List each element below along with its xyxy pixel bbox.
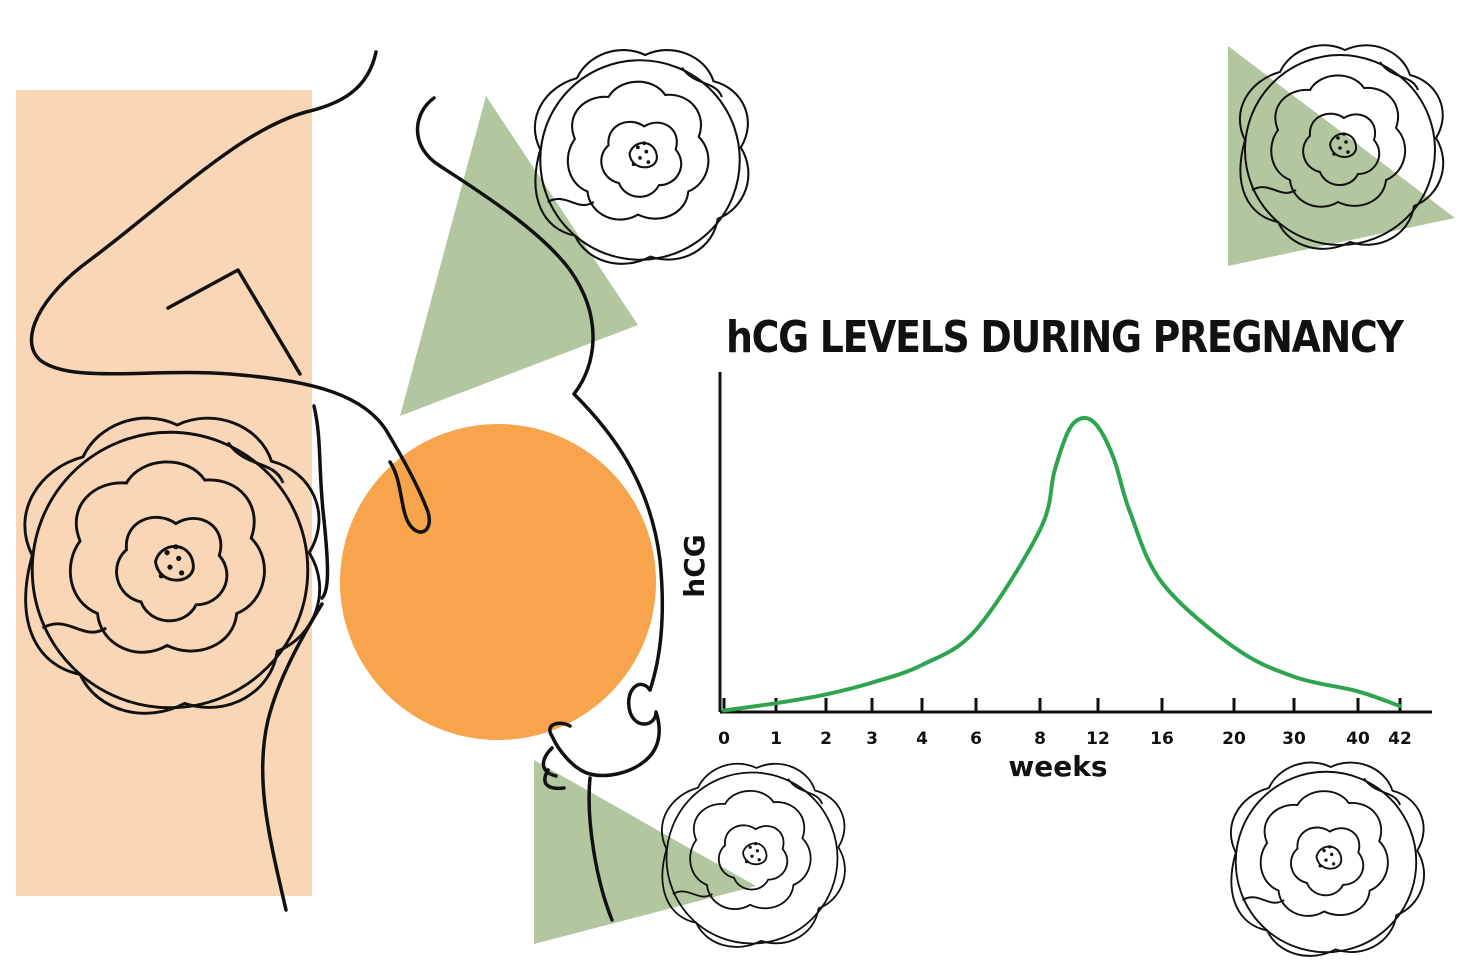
x-tick-label: 20: [1222, 729, 1246, 749]
x-tick-label: 3: [866, 729, 878, 749]
peony-flower-icon: [1229, 761, 1426, 957]
chart-title: hCG LEVELS DURING PREGNANCY: [726, 312, 1404, 363]
x-tick-label: 1: [770, 729, 782, 749]
orange-circle: [340, 424, 656, 740]
x-tick-label: 16: [1150, 729, 1174, 749]
pregnant-woman-line-art: [29, 50, 665, 922]
y-axis-label: hCG: [678, 534, 711, 597]
x-axis-label: weeks: [1008, 750, 1107, 783]
peach-panel: [16, 90, 312, 896]
x-tick-label: 12: [1086, 729, 1110, 749]
peony-flower-icon: [661, 762, 846, 948]
x-tick-label: 6: [970, 729, 982, 749]
hcg-series-line: [722, 415, 1402, 713]
x-tick-label: 0: [718, 729, 730, 749]
x-tick-label: 42: [1388, 729, 1412, 749]
x-tick-label: 2: [820, 729, 832, 749]
x-tick-label: 4: [916, 729, 928, 749]
sage-triangle-bottom: [534, 760, 756, 944]
sage-triangle-top: [400, 96, 638, 416]
x-tick-label: 40: [1346, 729, 1370, 749]
x-tick-label: 8: [1034, 729, 1046, 749]
x-tick-label: 30: [1282, 729, 1306, 749]
